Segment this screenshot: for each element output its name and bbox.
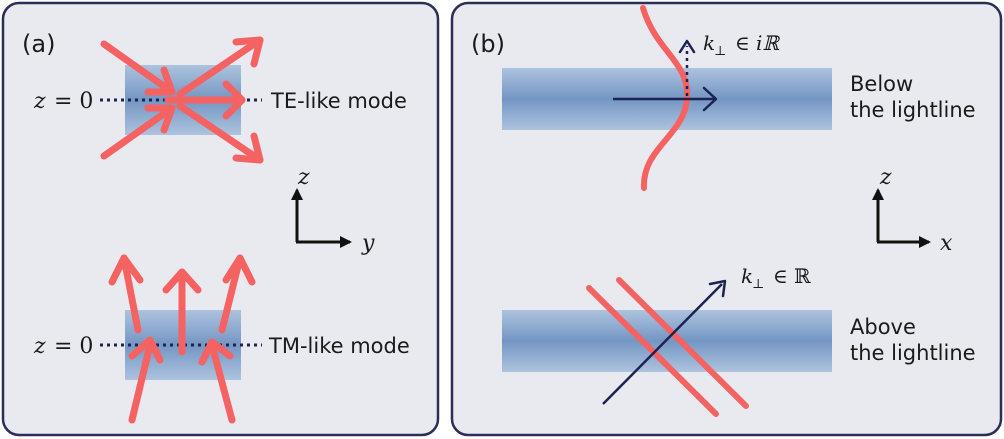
k-top-k: k — [703, 31, 715, 55]
te-mode-label: TE-like mode — [270, 89, 407, 113]
panel-b-label: (b) — [471, 30, 505, 58]
tm-z-symbol: z — [33, 334, 46, 359]
below-label-line2: the lightline — [850, 98, 976, 122]
k-bot-set: ℝ — [794, 264, 811, 288]
tm-field-arrows — [108, 254, 256, 424]
axis-b-x-label: x — [940, 231, 953, 256]
axes-b: z x — [872, 165, 953, 256]
tm-arrow-right-low — [198, 338, 236, 424]
tm-arrow-right-high — [218, 254, 256, 334]
above-label-line1: Above — [850, 315, 916, 339]
tm-mode-label: TM-like mode — [268, 334, 410, 358]
k-top-sub: ⊥ — [714, 44, 726, 59]
k-perp-real-label: k ⊥ ∈ ℝ — [741, 264, 811, 292]
axis-a-y-label: y — [361, 231, 375, 256]
tm-arrow-center — [162, 268, 202, 356]
propagation-arrow-top-head — [702, 86, 718, 112]
te-z0-label: z = 0 — [33, 89, 93, 114]
k-perp-real-arrow-head — [708, 279, 727, 298]
panel-a-label: (a) — [22, 30, 55, 58]
te-field-arrows — [100, 36, 264, 164]
k-perp-imag-arrow-head — [678, 39, 696, 54]
k-top-in: ∈ — [735, 31, 750, 55]
k-bot-in: ∈ — [773, 264, 788, 288]
below-label-line1: Below — [850, 72, 913, 96]
panel-a-frame — [1, 1, 440, 437]
te-z-symbol: z — [33, 89, 46, 114]
k-bot-k: k — [741, 264, 753, 288]
axis-b-z-label: z — [879, 165, 892, 190]
tm-z0-label: z = 0 — [33, 334, 93, 359]
wavefront-line-2 — [616, 277, 749, 409]
k-perp-imag-label: k ⊥ ∈ iℝ — [703, 31, 780, 59]
te-z-equals: = 0 — [54, 89, 93, 114]
tm-z-equals: = 0 — [54, 334, 93, 359]
panel-b: (b) k ⊥ ∈ iℝ Below the lightline z x k — [450, 1, 1003, 437]
te-arrow-right-up — [176, 36, 264, 98]
te-arrow-right-down — [176, 102, 264, 164]
k-bot-sub: ⊥ — [752, 277, 764, 292]
panel-a: (a) z = 0 TE-like mode — [1, 1, 440, 437]
te-arrow-left-down — [100, 104, 176, 160]
axis-a-z-label: z — [297, 165, 310, 190]
k-top-set: iℝ — [756, 31, 780, 55]
tm-arrow-left-high — [108, 254, 144, 334]
te-arrow-left-up — [100, 40, 176, 96]
k-perp-real-arrow-shaft — [602, 283, 723, 405]
axes-a: z y — [291, 165, 375, 256]
tm-arrow-left-low — [128, 336, 164, 424]
te-arrow-center — [164, 80, 246, 120]
above-label-line2: the lightline — [850, 341, 976, 365]
wavefront-line-1 — [586, 285, 719, 417]
